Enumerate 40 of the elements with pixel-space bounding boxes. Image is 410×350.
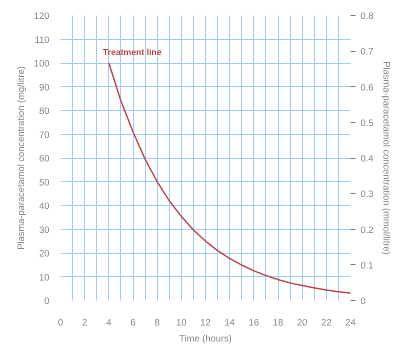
x-tick-label: 20 (296, 318, 308, 328)
x-tick-label: 6 (130, 318, 136, 328)
x-tick-label: 2 (82, 318, 88, 328)
x-tick-label: 10 (176, 318, 187, 328)
y-tick-label: 80 (39, 106, 50, 116)
y-tick-label: 110 (34, 34, 50, 45)
y2-tick-label: 0.6 (360, 82, 374, 92)
y2-tick-label: 0.1 (360, 260, 374, 270)
y-tick-label: 60 (39, 154, 50, 164)
x-tick-label: 0 (58, 318, 64, 328)
x-tick-label: 16 (248, 318, 260, 328)
x-tick-label: 24 (345, 318, 356, 328)
x-tick-label: 8 (154, 318, 160, 328)
x-tick-label: 12 (200, 318, 211, 328)
y-tick-label: 20 (39, 248, 50, 258)
y2-tick-label: 0.2 (360, 224, 374, 235)
y-tick-label: 40 (39, 201, 50, 211)
y2-tick-label: 0.8 (360, 11, 374, 21)
y-tick-label: 100 (34, 58, 50, 68)
y2-tick-label: 0.7 (360, 46, 374, 57)
x-axis-title: Time (hours) (179, 334, 232, 344)
y-tick-label: 0 (44, 296, 50, 306)
y2-tick-label: 0.3 (360, 189, 374, 200)
y-tick-label: 90 (39, 82, 50, 92)
y2-axis-title: Plasma-paracetamol concentration (mmol/litre) (381, 61, 392, 255)
y-tick-label: 70 (39, 130, 50, 140)
y-axis-title: Plasma-paracetamol concentration (mg/litre) (16, 66, 26, 250)
x-tick-label: 18 (272, 318, 284, 328)
y-tick-label: 120 (34, 11, 50, 21)
y-tick-label: 10 (39, 272, 50, 282)
x-tick-label: 14 (224, 318, 235, 328)
y2-tick-label: 0.5 (360, 118, 374, 128)
y2-tick-label: 0.4 (360, 154, 374, 164)
x-tick-label: 4 (106, 318, 112, 328)
y-tick-label: 50 (39, 177, 50, 188)
series-label: Treatment line (102, 47, 162, 57)
x-tick-label: 22 (321, 318, 332, 328)
y2-tick-label: 0 (360, 296, 366, 306)
y-tick-label: 30 (39, 224, 50, 235)
line-series (108, 62, 350, 294)
